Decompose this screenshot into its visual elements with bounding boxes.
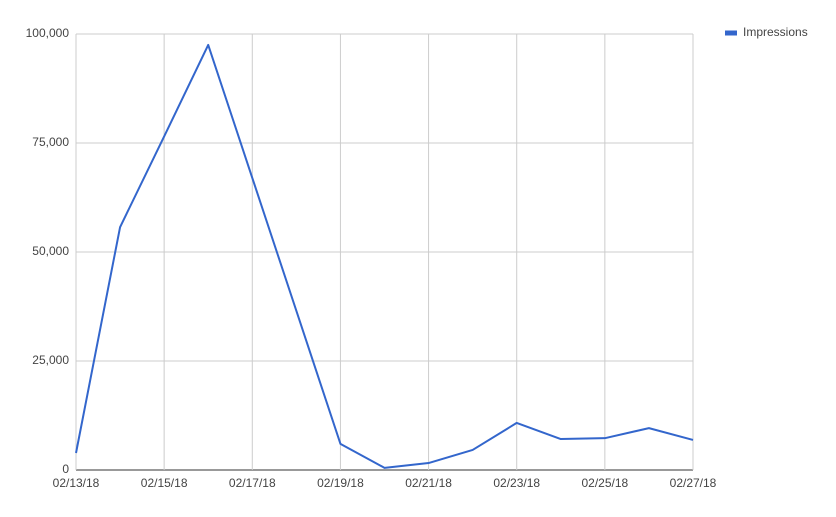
x-tick-label: 02/17/18: [229, 476, 276, 490]
legend-swatch: [725, 30, 737, 36]
y-tick-label: 50,000: [32, 244, 69, 258]
x-tick-label: 02/25/18: [581, 476, 628, 490]
line: [75, 43, 694, 469]
y-tick-label: 100,000: [26, 26, 70, 40]
x-tick-label: 02/13/18: [53, 476, 100, 490]
legend-label: Impressions: [743, 25, 808, 39]
x-tick-label: 02/21/18: [405, 476, 452, 490]
y-tick-label: 75,000: [32, 135, 69, 149]
y-tick-label: 25,000: [32, 353, 69, 367]
x-tick-label: 02/27/18: [670, 476, 717, 490]
y-tick-label: 0: [62, 462, 69, 476]
x-tick-label: 02/19/18: [317, 476, 364, 490]
x-tick-label: 02/15/18: [141, 476, 188, 490]
x-tick-label: 02/23/18: [493, 476, 540, 490]
